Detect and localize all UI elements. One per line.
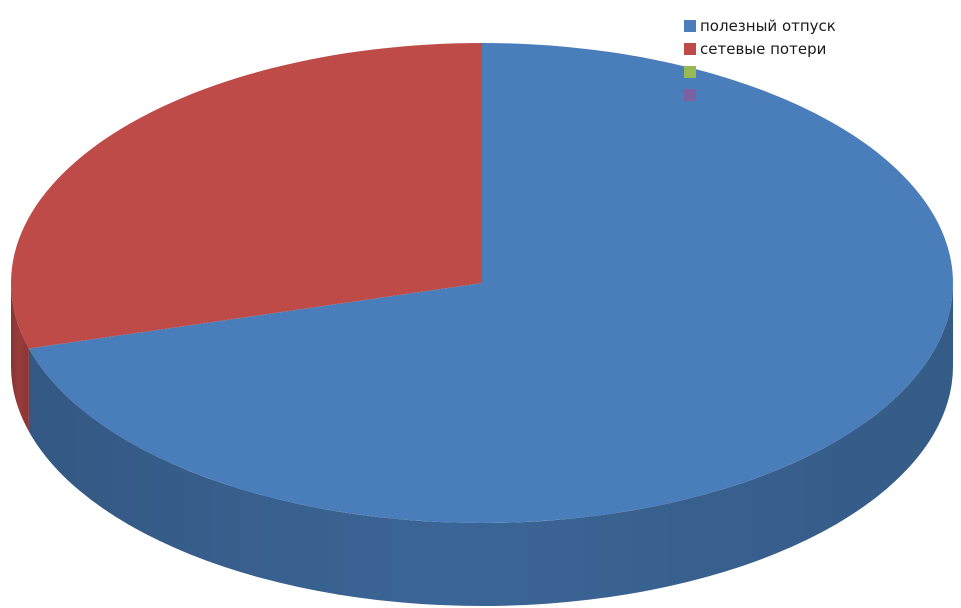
legend-label: сетевые потери (700, 39, 827, 58)
legend-item (684, 60, 836, 83)
legend-label: полезный отпуск (700, 16, 836, 35)
legend-swatch (684, 19, 696, 32)
legend-swatch (684, 88, 696, 101)
legend-item: сетевые потери (684, 37, 836, 60)
legend-swatch (684, 42, 696, 55)
legend-swatch (684, 65, 696, 78)
pie-slice-side (28, 283, 954, 607)
pie-slice-side (11, 283, 29, 432)
pie-slice (28, 43, 953, 523)
pie-tops (10, 43, 953, 523)
pie-sides (11, 283, 954, 607)
legend-item: полезный отпуск (684, 14, 836, 37)
pie-slice (10, 43, 482, 349)
legend-item (684, 83, 836, 106)
chart-legend: полезный отпуск сетевые потери (684, 14, 836, 106)
